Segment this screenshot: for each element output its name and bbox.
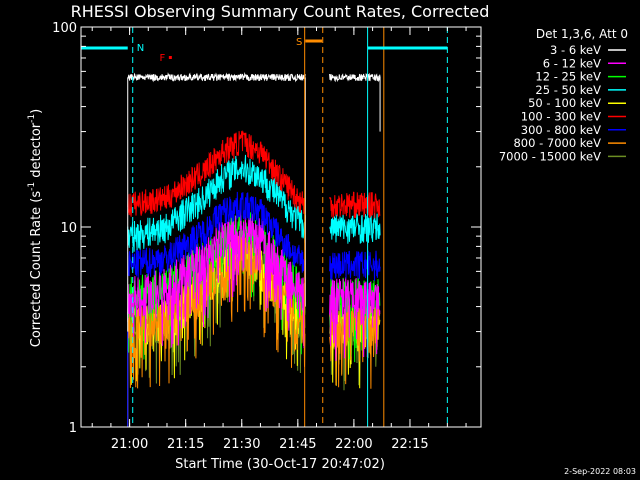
saa-label: S: [296, 37, 302, 48]
legend-item-label: 6 - 12 keV: [543, 56, 601, 70]
series-300-800kev-segment: [329, 250, 381, 281]
legend-item-label: 50 - 100 keV: [528, 96, 601, 110]
flare-label: F: [160, 53, 166, 64]
x-tick-label: 21:15: [167, 437, 204, 452]
x-tick-label: 21:45: [279, 437, 316, 452]
series-100-300kev-segment: [329, 191, 381, 219]
footer-date: 2-Sep-2022 08:03: [564, 467, 636, 476]
flare-marker: [168, 56, 172, 59]
y-tick-label: 1: [69, 421, 77, 436]
legend-item-label: 25 - 50 keV: [535, 83, 601, 97]
series-25-50kev-segment: [329, 211, 381, 244]
y-tick-label: 10: [60, 221, 77, 236]
series-25-50kev-segment: [127, 154, 306, 252]
plot-area: N F S: [80, 27, 448, 427]
legend-item-label: 800 - 7000 keV: [513, 136, 601, 150]
series-6-12kev-segment: [329, 277, 381, 362]
series-3-6kev-segment: [127, 72, 306, 83]
x-axis: 21:00 21:15 21:30 21:45 22:00 22:15: [91, 27, 467, 452]
legend-item-label: 3 - 6 keV: [550, 43, 601, 57]
legend-item-label: 100 - 300 keV: [521, 110, 601, 124]
x-tick-label: 22:15: [391, 437, 428, 452]
legend-item-label: 7000 - 15000 keV: [499, 149, 601, 163]
y-axis-label: Corrected Count Rate (s-1 detector-1): [27, 109, 44, 347]
series-100-300kev-segment: [127, 130, 306, 217]
series-6-12kev-segment: [127, 208, 306, 349]
chart-title: RHESSI Observing Summary Count Rates, Co…: [71, 2, 490, 21]
x-tick-label: 21:00: [111, 437, 148, 452]
x-tick-label: 21:30: [223, 437, 260, 452]
legend-item-label: 300 - 800 keV: [521, 123, 601, 137]
legend-title: Det 1,3,6, Att 0: [536, 27, 628, 41]
night-label: N: [137, 43, 144, 54]
x-axis-label: Start Time (30-Oct-17 20:47:02): [175, 457, 385, 472]
y-axis: 1 10 100: [52, 21, 481, 436]
x-tick-label: 22:00: [335, 437, 372, 452]
series-300-800kev-segment: [127, 191, 306, 281]
y-tick-label: 100: [52, 21, 77, 36]
legend-item-label: 12 - 25 keV: [535, 70, 601, 84]
series-3-6kev-segment: [329, 72, 381, 83]
